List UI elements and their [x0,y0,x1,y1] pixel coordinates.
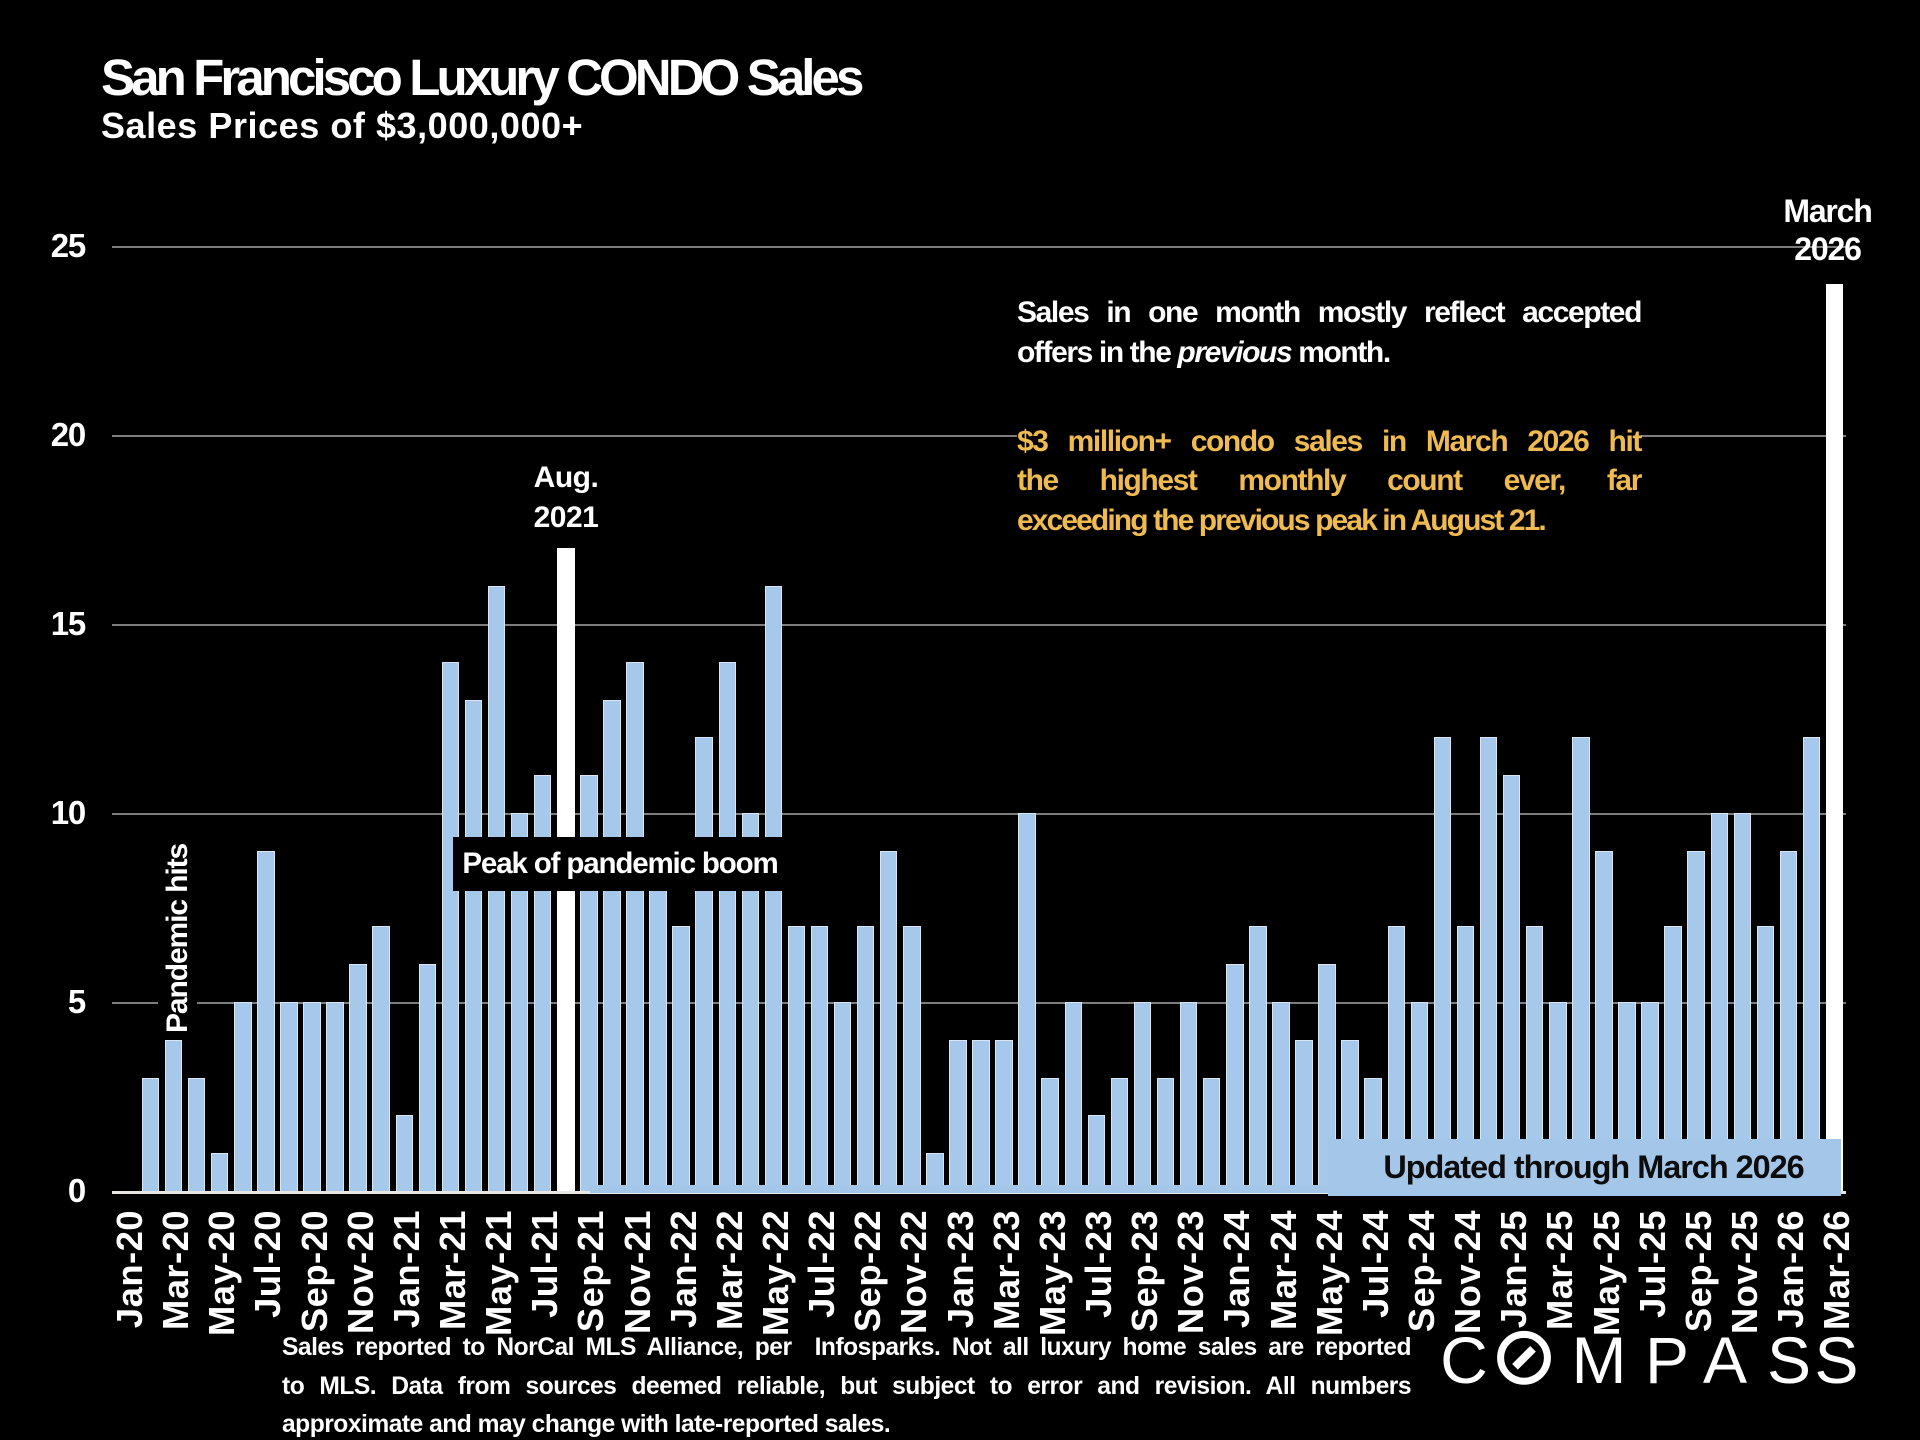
svg-text:S: S [1814,1330,1858,1388]
svg-text:C: C [1440,1330,1488,1388]
svg-text:A: A [1703,1330,1747,1388]
svg-text:M: M [1572,1330,1627,1388]
svg-text:S: S [1767,1330,1811,1388]
svg-text:P: P [1645,1330,1689,1388]
